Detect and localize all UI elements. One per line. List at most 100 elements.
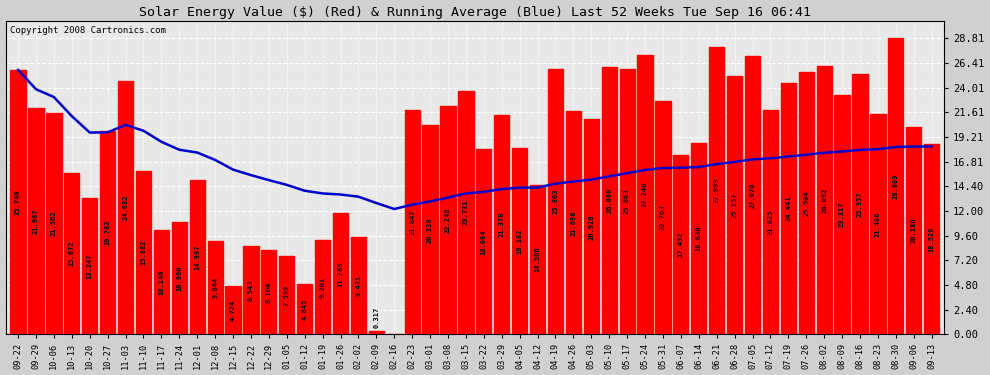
Bar [11,70,26,334]
Text: 27.246: 27.246 [643,182,648,207]
Text: 10.960: 10.960 [176,265,182,291]
Text: 18.182: 18.182 [517,228,523,254]
Bar [64,173,79,334]
Bar [29,108,44,334]
Bar [333,213,348,334]
Bar [888,39,904,334]
Bar [530,185,545,334]
Text: 22.763: 22.763 [660,205,666,230]
Text: 9.421: 9.421 [355,275,361,297]
Text: 8.164: 8.164 [266,282,272,303]
Bar [315,240,331,334]
Bar [584,119,599,334]
Bar [368,331,384,334]
Bar [226,286,241,334]
Bar [100,131,115,334]
Bar [494,115,509,334]
Bar [835,95,849,334]
Text: 18.004: 18.004 [481,229,487,255]
Bar [244,246,258,334]
Text: 27.999: 27.999 [714,178,720,203]
Text: 18.630: 18.630 [696,226,702,251]
Bar [171,222,187,334]
Text: 15.882: 15.882 [141,240,147,266]
Bar [565,111,581,334]
Bar [82,198,97,334]
Text: 11.765: 11.765 [338,261,344,286]
Bar [512,147,528,334]
Text: 10.140: 10.140 [158,269,164,295]
Bar [638,54,652,334]
Text: 26.000: 26.000 [606,188,612,213]
Bar [47,113,61,334]
Bar [691,143,707,334]
Text: 25.740: 25.740 [15,189,21,215]
Text: 21.825: 21.825 [767,209,773,235]
Text: 28.809: 28.809 [893,174,899,199]
Bar [727,76,742,334]
Text: 22.248: 22.248 [445,207,451,233]
Bar [136,171,151,334]
Bar [602,67,617,334]
Text: 21.847: 21.847 [409,209,415,235]
Text: Copyright 2008 Cartronics.com: Copyright 2008 Cartronics.com [10,26,166,35]
Text: 25.504: 25.504 [803,190,809,216]
Bar [870,114,885,334]
Bar [924,144,940,334]
Bar [458,91,473,334]
Title: Solar Energy Value ($) (Red) & Running Average (Blue) Last 52 Weeks Tue Sep 16 0: Solar Energy Value ($) (Red) & Running A… [139,6,811,18]
Bar [799,72,814,334]
Bar [763,110,778,334]
Bar [208,242,223,334]
Bar [423,125,438,334]
Bar [153,230,169,334]
Text: 0.317: 0.317 [373,307,379,328]
Text: 21.406: 21.406 [875,211,881,237]
Text: 20.338: 20.338 [427,217,433,243]
Bar [744,56,760,334]
Text: 25.803: 25.803 [552,189,558,214]
Text: 14.506: 14.506 [535,247,541,273]
Bar [709,47,725,334]
Bar [261,251,276,334]
Bar [781,83,796,334]
Bar [118,81,134,334]
Text: 13.247: 13.247 [87,254,93,279]
Bar [190,180,205,334]
Text: 23.317: 23.317 [840,202,845,227]
Text: 21.562: 21.562 [50,211,56,236]
Bar [906,127,922,334]
Text: 25.357: 25.357 [857,191,863,217]
Bar [547,69,563,334]
Text: 19.782: 19.782 [105,220,111,245]
Text: 17.492: 17.492 [678,232,684,257]
Text: 21.987: 21.987 [33,209,39,234]
Text: 14.997: 14.997 [194,244,200,270]
Text: 23.731: 23.731 [463,200,469,225]
Text: 25.157: 25.157 [732,192,738,218]
Text: 15.672: 15.672 [69,241,75,267]
Bar [350,237,366,334]
Text: 4.724: 4.724 [230,299,236,321]
Text: 9.201: 9.201 [320,276,326,298]
Bar [405,110,420,334]
Text: 26.092: 26.092 [821,188,828,213]
Text: 20.186: 20.186 [911,218,917,243]
Text: 9.044: 9.044 [212,277,218,298]
Bar [673,154,688,334]
Text: 25.863: 25.863 [624,189,630,214]
Bar [297,284,312,334]
Text: 18.520: 18.520 [929,226,935,252]
Bar [655,100,670,334]
Bar [441,106,455,334]
Bar [279,256,294,334]
Text: 27.070: 27.070 [749,183,755,208]
Text: 4.845: 4.845 [302,298,308,320]
Bar [620,69,635,334]
Text: 8.543: 8.543 [248,280,254,301]
Text: 7.599: 7.599 [284,285,290,306]
Bar [817,66,832,334]
Text: 21.698: 21.698 [570,210,576,236]
Bar [852,74,867,334]
Text: 24.441: 24.441 [785,196,791,222]
